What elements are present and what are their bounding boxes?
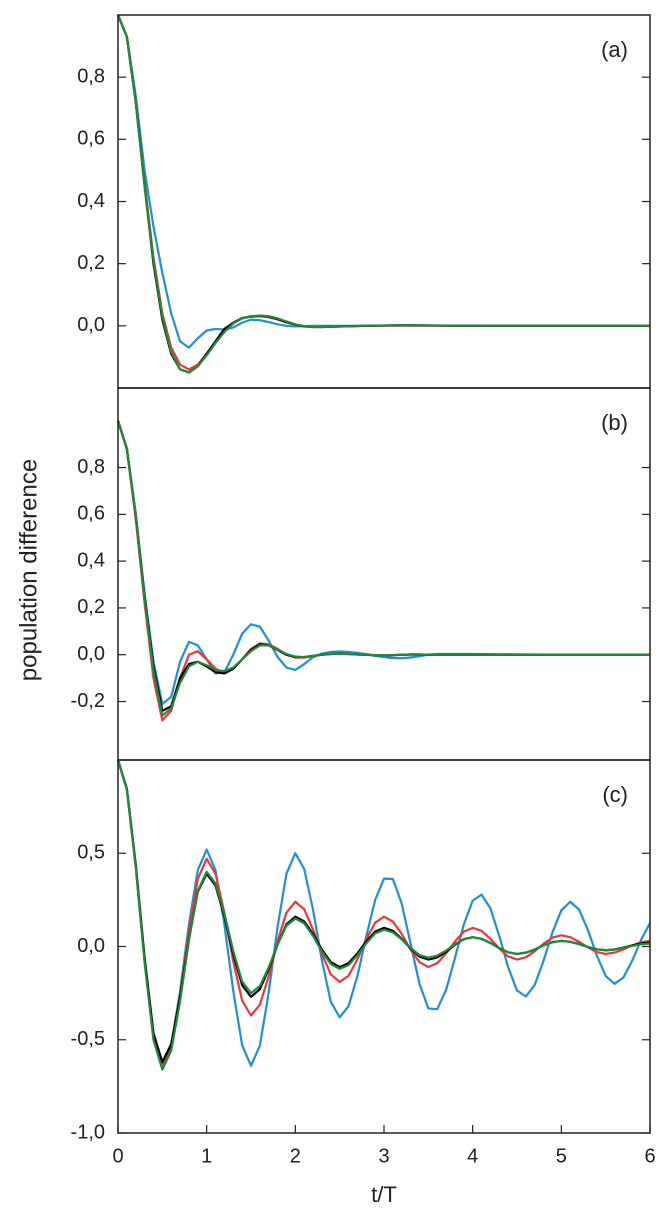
x-tick-label: 4 — [467, 1145, 478, 1167]
y-tick-label: -1,0 — [71, 1121, 105, 1143]
y-tick-label: 0,0 — [77, 314, 105, 336]
plot-frame — [117, 759, 651, 1134]
y-tick-label: 0,0 — [77, 643, 105, 665]
series-line — [116, 420, 650, 712]
x-tick-label: 0 — [112, 1145, 123, 1167]
x-tick-label: 1 — [201, 1145, 212, 1167]
series-line — [116, 420, 650, 722]
y-tick-label: -0,2 — [71, 690, 105, 712]
x-tick-label: 2 — [290, 1145, 301, 1167]
panel-label: (b) — [601, 410, 628, 435]
series-line — [116, 759, 651, 1067]
y-tick-label: 0,8 — [77, 65, 105, 87]
x-axis-label: t/T — [371, 1182, 397, 1207]
y-tick-label: 0,2 — [77, 252, 105, 274]
y-tick-label: 0,2 — [77, 596, 105, 618]
series-line — [116, 420, 650, 717]
series-line — [116, 420, 650, 705]
y-tick-label: 0,4 — [77, 549, 105, 571]
series-line — [116, 759, 651, 1064]
panel-label: (a) — [601, 37, 628, 62]
y-tick-label: 0,4 — [77, 190, 105, 212]
y-tick-label: 0,6 — [77, 128, 105, 150]
x-tick-label: 5 — [556, 1145, 567, 1167]
plot-frame — [117, 14, 651, 389]
panel: -1,0 -0,5 0,0 0,5 0 1 2 3 4 5 6 (c) t/T — [71, 759, 656, 1207]
panel: 0,0 0,2 0,4 0,6 0,8 (a) — [77, 14, 651, 389]
series-line — [116, 759, 651, 1071]
y-tick-label: 0,6 — [77, 503, 105, 525]
series-line — [116, 14, 650, 349]
series-line — [116, 14, 650, 371]
y-axis-label: population difference — [15, 459, 42, 681]
panel-label: (c) — [602, 782, 628, 807]
y-tick-label: -0,5 — [71, 1028, 105, 1050]
series-line — [116, 14, 650, 374]
y-tick-label: 0,8 — [77, 456, 105, 478]
panel: -0,2 0,0 0,2 0,4 0,6 0,8 (b) population differe… — [15, 387, 651, 761]
y-tick-label: 0,5 — [77, 842, 105, 864]
plot-frame — [117, 387, 651, 761]
series-line — [116, 14, 650, 374]
x-tick-label: 6 — [644, 1145, 655, 1167]
x-tick-label: 3 — [378, 1145, 389, 1167]
series-line — [116, 759, 651, 1069]
y-tick-label: 0,0 — [77, 935, 105, 957]
